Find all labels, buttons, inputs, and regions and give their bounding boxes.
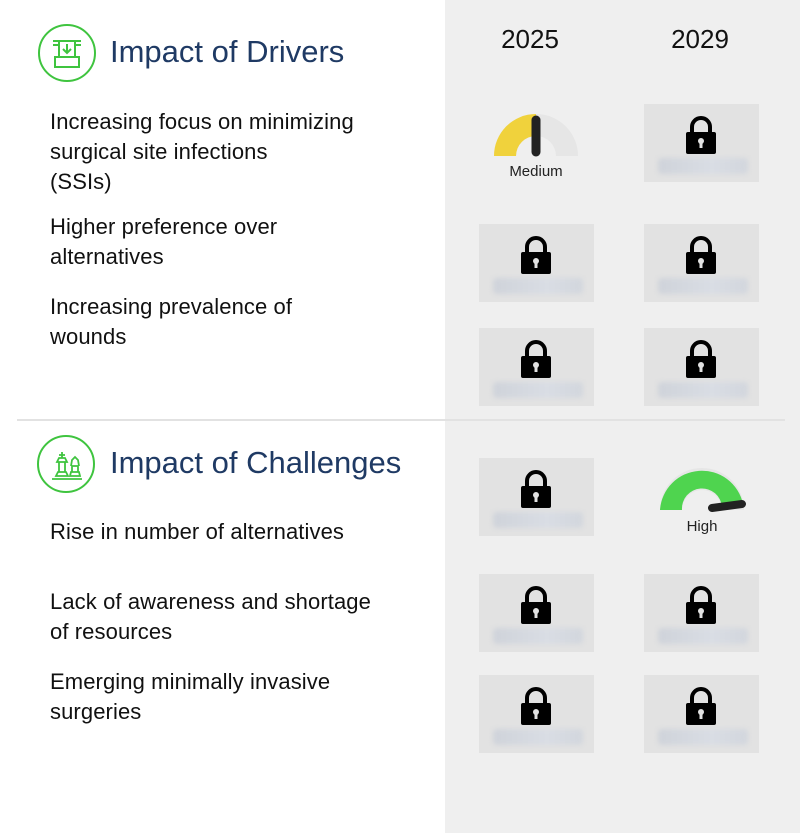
- blurred-value: [658, 729, 748, 745]
- drivers-icon: [38, 24, 96, 82]
- locked-cell-challenge2-2025[interactable]: [479, 574, 594, 652]
- blurred-value: [493, 628, 583, 644]
- padlock-icon: [684, 687, 718, 732]
- locked-cell-driver2-2029[interactable]: [644, 224, 759, 302]
- padlock-icon: [519, 687, 553, 732]
- locked-cell-challenge2-2029[interactable]: [644, 574, 759, 652]
- locked-cell-driver2-2025[interactable]: [479, 224, 594, 302]
- chess-strategy-icon: [37, 435, 95, 493]
- padlock-icon: [519, 236, 553, 281]
- locked-cell-driver3-2029[interactable]: [644, 328, 759, 406]
- challenge-label-3: Emerging minimally invasive surgeries: [50, 669, 331, 724]
- year-header-2029: 2029: [671, 24, 729, 54]
- blurred-value: [658, 628, 748, 644]
- challenge-label-1: Rise in number of alternatives: [50, 519, 345, 544]
- padlock-icon: [519, 470, 553, 515]
- padlock-icon: [519, 340, 553, 385]
- blurred-value: [658, 278, 748, 294]
- padlock-icon: [684, 586, 718, 631]
- driver-label-2: Higher preference over alternatives: [50, 214, 278, 269]
- padlock-icon: [684, 236, 718, 281]
- section-divider: [17, 419, 785, 421]
- blurred-value: [493, 278, 583, 294]
- padlock-icon: [684, 340, 718, 385]
- challenges-title: Impact of Challenges: [110, 445, 402, 480]
- blurred-value: [658, 158, 748, 174]
- padlock-icon: [519, 586, 553, 631]
- drivers-title: Impact of Drivers: [110, 34, 345, 69]
- locked-cell-driver3-2025[interactable]: [479, 328, 594, 406]
- year-header-2025: 2025: [501, 24, 559, 54]
- locked-cell-driver1-2029[interactable]: [644, 104, 759, 182]
- locked-cell-challenge1-2025[interactable]: [479, 458, 594, 536]
- blurred-value: [493, 512, 583, 528]
- locked-cell-challenge3-2029[interactable]: [644, 675, 759, 753]
- driver-label-1: Increasing focus on minimizing surgical …: [50, 109, 354, 194]
- gauge-medium-label: Medium: [509, 163, 563, 180]
- gauge-high: [652, 462, 752, 542]
- gauge-high-label: High: [686, 518, 718, 535]
- blurred-value: [493, 382, 583, 398]
- challenge-label-2: Lack of awareness and shortage of resour…: [50, 589, 371, 644]
- gauge-medium: [486, 108, 586, 188]
- padlock-icon: [684, 116, 718, 161]
- driver-label-3: Increasing prevalence of wounds: [50, 294, 293, 349]
- blurred-value: [658, 382, 748, 398]
- locked-cell-challenge3-2025[interactable]: [479, 675, 594, 753]
- blurred-value: [493, 729, 583, 745]
